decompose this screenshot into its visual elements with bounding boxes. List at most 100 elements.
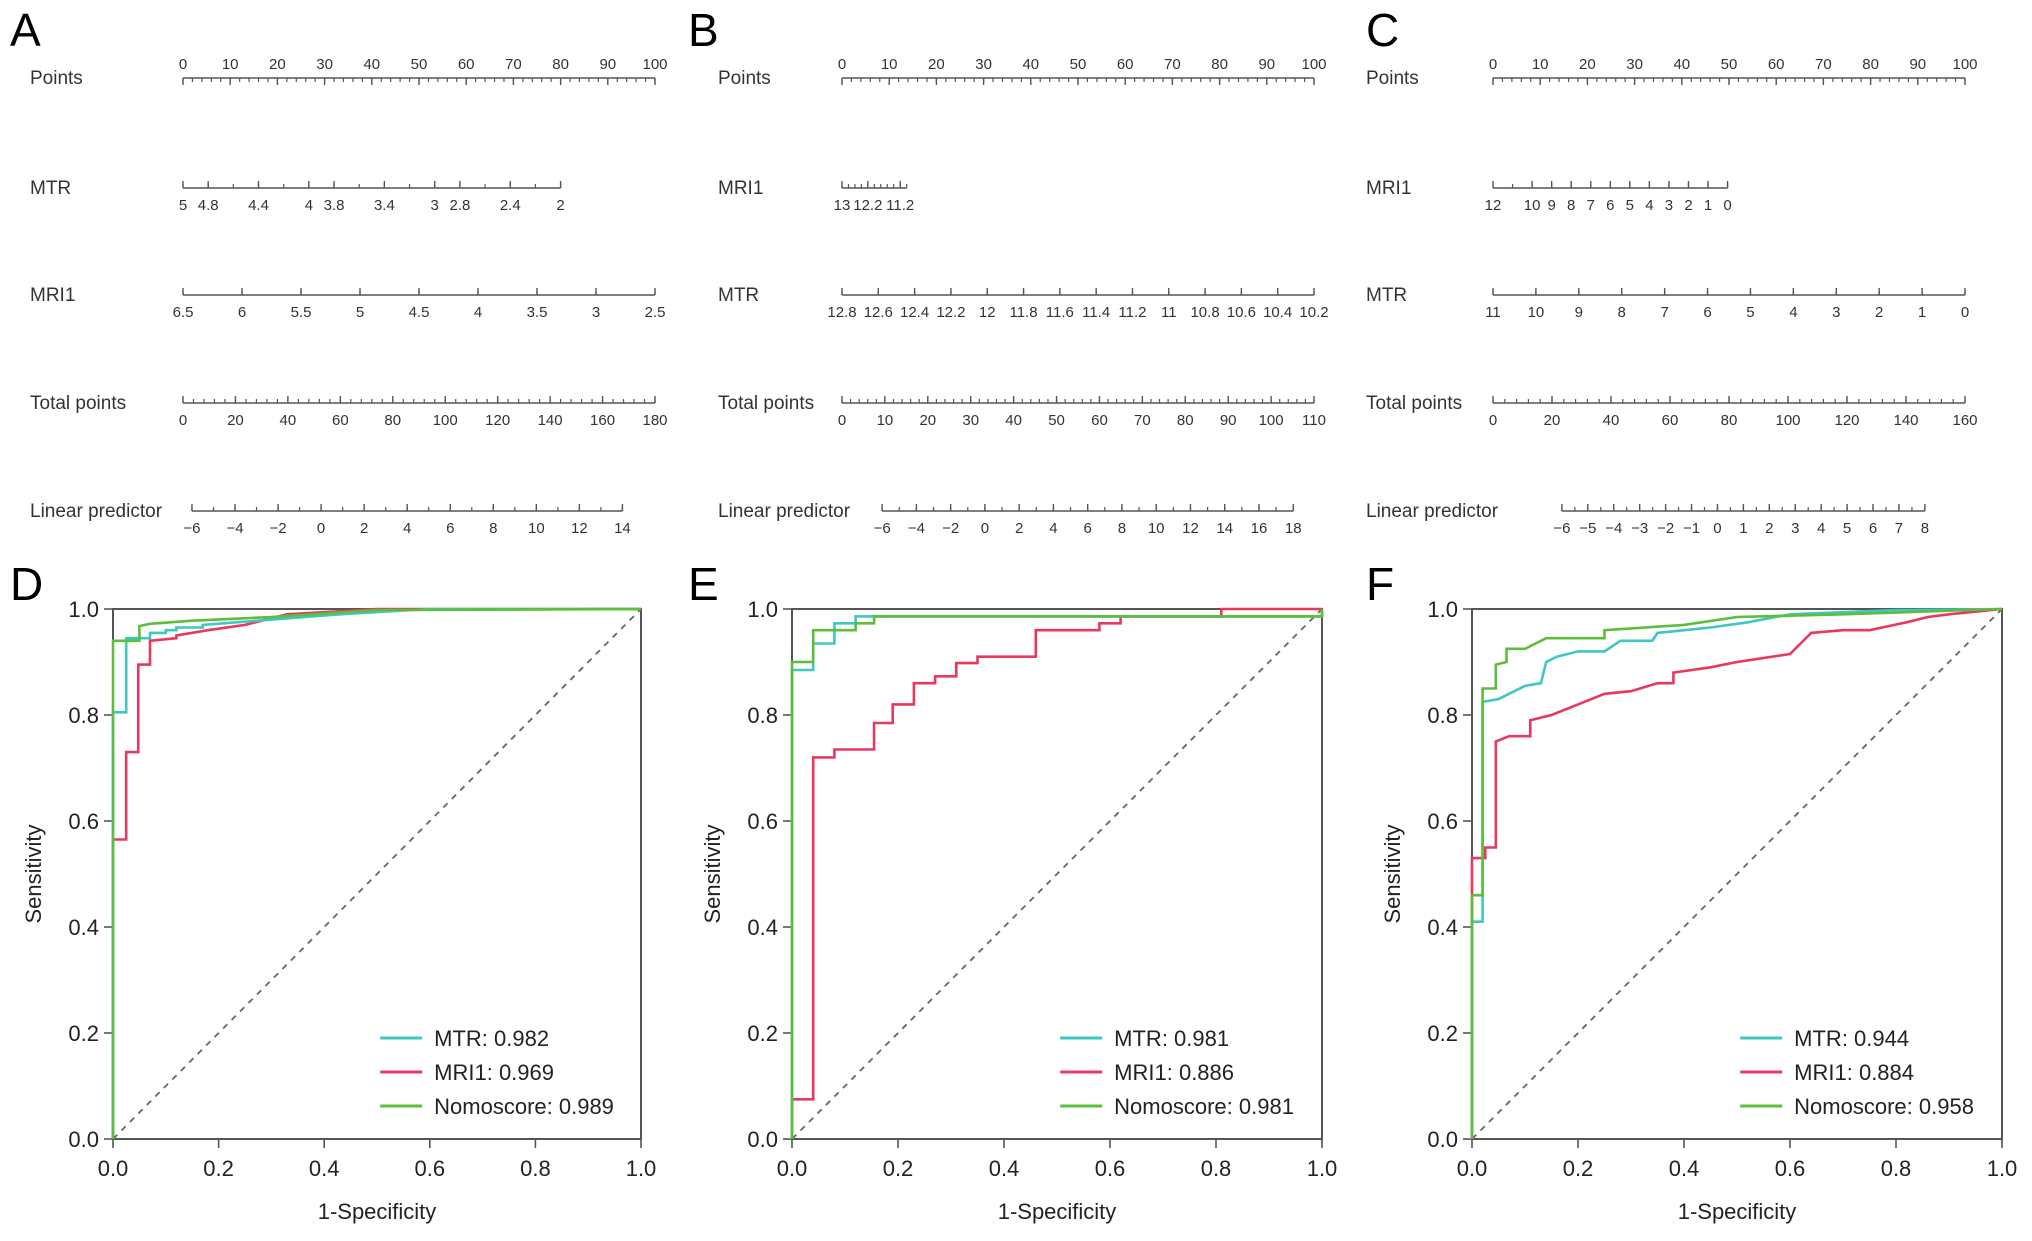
- row-label: Linear predictor: [30, 501, 163, 522]
- x-tick-label: 0.0: [1457, 1156, 1488, 1181]
- tick-label: 12: [571, 520, 588, 537]
- roc-curve-nomoscore: [1470, 607, 2003, 1139]
- legend-item-mtr: MTR: 0.944: [1740, 1026, 1909, 1051]
- tick-label: 40: [1022, 56, 1039, 73]
- legend-item-mtr: MTR: 0.982: [380, 1026, 549, 1051]
- tick-label: 0: [838, 412, 846, 429]
- tick-label: 3: [431, 197, 439, 214]
- tick-label: 5: [1626, 197, 1634, 214]
- tick-label: 5: [1843, 520, 1851, 537]
- tick-label: 80: [1862, 56, 1879, 73]
- tick-label: 2: [1875, 304, 1883, 321]
- legend-label: MRI1: 0.969: [434, 1060, 554, 1085]
- y-axis-label: Sensitivity: [700, 824, 725, 923]
- x-tick-label: 0.0: [777, 1156, 808, 1181]
- tick-label: 40: [1005, 412, 1022, 429]
- tick-label: 6: [1084, 520, 1092, 537]
- x-axis-label: 1-Specificity: [998, 1199, 1117, 1224]
- tick-label: 8: [1921, 520, 1929, 537]
- legend-label: MTR: 0.982: [434, 1026, 549, 1051]
- nomogram-row-total-points: Total points 0 10 20 30 40 50 60 70 80 90 100 110: [718, 393, 1326, 429]
- tick-label: −5: [1579, 520, 1596, 537]
- tick-label: 140: [1893, 412, 1918, 429]
- tick-label: 60: [332, 412, 349, 429]
- roc-panel-e: E 0.0 0.2 0.4 0.6 0.8 1.0 0.0 0.2 0.4 0.6 0.8 1.0 1-S…: [688, 558, 1337, 1224]
- tick-label: −4: [908, 520, 925, 537]
- tick-label: 100: [433, 412, 458, 429]
- legend-item-nomoscore: Nomoscore: 0.958: [1740, 1094, 1974, 1119]
- tick-label: 2: [1765, 520, 1773, 537]
- tick-label: 110: [1302, 412, 1326, 429]
- tick-label: 120: [485, 412, 510, 429]
- x-tick-label: 0.4: [1669, 1156, 1700, 1181]
- tick-label: 50: [1721, 56, 1738, 73]
- tick-label: 100: [1301, 56, 1326, 73]
- reference-diagonal: [112, 608, 642, 1140]
- x-tick-label: 0.2: [883, 1156, 914, 1181]
- tick-label: 4: [305, 197, 313, 214]
- panel-letter: B: [688, 4, 719, 56]
- panel-letter: C: [1366, 4, 1399, 56]
- tick-label: 90: [1220, 412, 1237, 429]
- tick-label: 0: [981, 520, 989, 537]
- tick-label: 3.4: [374, 197, 395, 214]
- tick-label: 9: [1575, 304, 1583, 321]
- tick-label: −6: [1553, 520, 1570, 537]
- tick-label: 20: [1579, 56, 1596, 73]
- tick-label: 5.5: [291, 304, 312, 321]
- tick-label: 0: [838, 56, 846, 73]
- tick-label: 20: [928, 56, 945, 73]
- tick-label: 7: [1895, 520, 1903, 537]
- tick-label: 7: [1587, 197, 1595, 214]
- tick-label: 70: [1164, 56, 1181, 73]
- panel-letter: F: [1366, 558, 1394, 610]
- tick-label: 2.8: [449, 197, 470, 214]
- y-tick-label: 0.2: [68, 1021, 99, 1046]
- tick-label: 10: [1148, 520, 1165, 537]
- tick-label: 40: [1603, 412, 1620, 429]
- legend-item-nomoscore: Nomoscore: 0.989: [380, 1094, 614, 1119]
- nomogram-row-points: Points 0 10 20 30 40 50 60 70 80 90 100: [718, 56, 1327, 89]
- roc-curve-mri1: [790, 607, 1322, 1139]
- y-tick-label: 0.8: [747, 703, 778, 728]
- tick-label: 0: [1723, 197, 1731, 214]
- tick-label: 80: [1721, 412, 1738, 429]
- tick-label: 2: [1684, 197, 1692, 214]
- tick-label: 4.8: [198, 197, 219, 214]
- tick-label: 14: [1216, 520, 1233, 537]
- row-label: MTR: [30, 178, 71, 199]
- tick-label: 12.6: [864, 304, 893, 321]
- tick-label: 12: [1182, 520, 1199, 537]
- x-tick-label: 0.6: [415, 1156, 446, 1181]
- y-tick-label: 0.2: [747, 1021, 778, 1046]
- tick-label: 1: [1918, 304, 1926, 321]
- tick-label: 0: [179, 56, 187, 73]
- nomogram-row-points: Points 0 10 20 30 40 50 60 70 80 90 100: [1366, 56, 1978, 89]
- row-label: Points: [30, 68, 83, 89]
- tick-label: 90: [1909, 56, 1926, 73]
- roc-curve-mtr: [111, 607, 641, 1139]
- x-tick-label: 0.0: [98, 1156, 129, 1181]
- roc-curve-nomoscore: [111, 607, 642, 1139]
- tick-label: 100: [642, 56, 667, 73]
- y-tick-label: 1.0: [1427, 597, 1458, 622]
- tick-label: 70: [1134, 412, 1151, 429]
- tick-label: 12.2: [853, 197, 882, 214]
- tick-label: 10.8: [1190, 304, 1219, 321]
- tick-label: 6: [1606, 197, 1614, 214]
- tick-label: 2.5: [645, 304, 666, 321]
- tick-label: 90: [599, 56, 616, 73]
- tick-label: 60: [1091, 412, 1108, 429]
- x-tick-label: 1.0: [626, 1156, 657, 1181]
- tick-label: 180: [642, 412, 667, 429]
- tick-label: 1: [1704, 197, 1712, 214]
- row-label: Total points: [30, 393, 126, 414]
- tick-label: 20: [1544, 412, 1561, 429]
- y-tick-label: 0.8: [68, 703, 99, 728]
- tick-label: 11.4: [1082, 304, 1110, 321]
- tick-label: −6: [874, 520, 891, 537]
- tick-label: 3: [1791, 520, 1799, 537]
- tick-label: 160: [590, 412, 615, 429]
